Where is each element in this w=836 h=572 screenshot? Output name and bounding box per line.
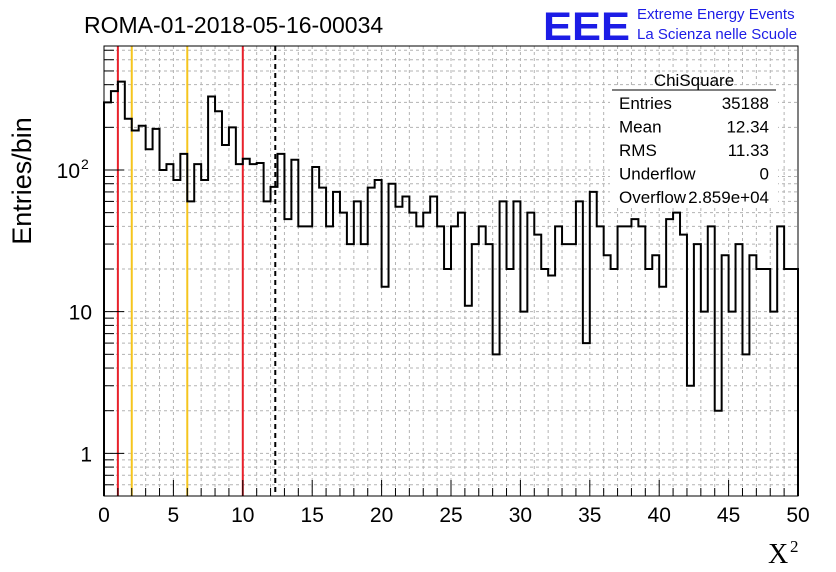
logo-line2: La Scienza nelle Scuole	[637, 26, 797, 43]
x-tick-label: 5	[168, 504, 180, 527]
stats-value: 11.33	[728, 141, 769, 160]
histogram-outline	[103, 80, 799, 496]
x-axis: 0 5 10 15 20 25 30 35 40 45 50	[98, 480, 810, 527]
y-tick-label: 1	[80, 443, 92, 466]
stats-title: ChiSquare	[654, 71, 734, 90]
x-tick-label: 35	[578, 504, 601, 527]
stats-rows: Entries 35188 Mean 12.34 RMS 11.33 Underflow 0 O…	[619, 94, 769, 207]
x-tick-label: 0	[98, 504, 110, 527]
stats-label: Underflow	[619, 165, 696, 184]
logo: EEE Extreme Energy Events La Scienza nel…	[543, 5, 797, 49]
stats-value: 0	[760, 165, 769, 184]
y-axis-label: Entries/bin	[7, 117, 37, 245]
reference-lines	[116, 46, 277, 496]
x-tick-label: 10	[231, 504, 254, 527]
stats-value: 2.859e+04	[688, 188, 769, 207]
x-tick-label: 15	[301, 504, 324, 527]
stats-label: Mean	[619, 118, 662, 137]
stats-label: RMS	[619, 141, 657, 160]
y-tick-label: 10	[69, 302, 92, 325]
stats-value: 35188	[722, 94, 769, 113]
logo-line1: Extreme Energy Events	[637, 6, 795, 23]
x-axis-label: X 2	[768, 537, 799, 570]
x-axis-label-text: X	[768, 539, 788, 570]
x-tick-label: 45	[717, 504, 740, 527]
histogram	[103, 80, 799, 496]
y-tick-label-sup: 2	[81, 156, 89, 172]
x-tick-label: 25	[439, 504, 462, 527]
x-tick-label: 20	[370, 504, 393, 527]
stats-label: Entries	[619, 94, 672, 113]
y-tick-label-text: 10	[69, 302, 92, 325]
x-axis-label-sup: 2	[790, 537, 799, 556]
chart-title: ROMA-01-2018-05-16-00034	[84, 12, 383, 38]
x-tick-label: 50	[786, 504, 809, 527]
stats-value: 12.34	[726, 118, 769, 137]
x-tick-label: 40	[648, 504, 671, 527]
stats-box-bg	[610, 88, 778, 206]
stats-label: Overflow	[619, 188, 687, 207]
y-tick-label-text: 1	[80, 443, 92, 466]
y-tick-label-base: 10	[57, 160, 80, 183]
y-tick-label: 10 2	[57, 156, 89, 183]
stats-box: ChiSquare Entries 35188 Mean 12.34 RMS 11.33 U…	[610, 71, 778, 207]
logo-letters: EEE	[543, 5, 630, 49]
x-tick-label: 30	[509, 504, 532, 527]
